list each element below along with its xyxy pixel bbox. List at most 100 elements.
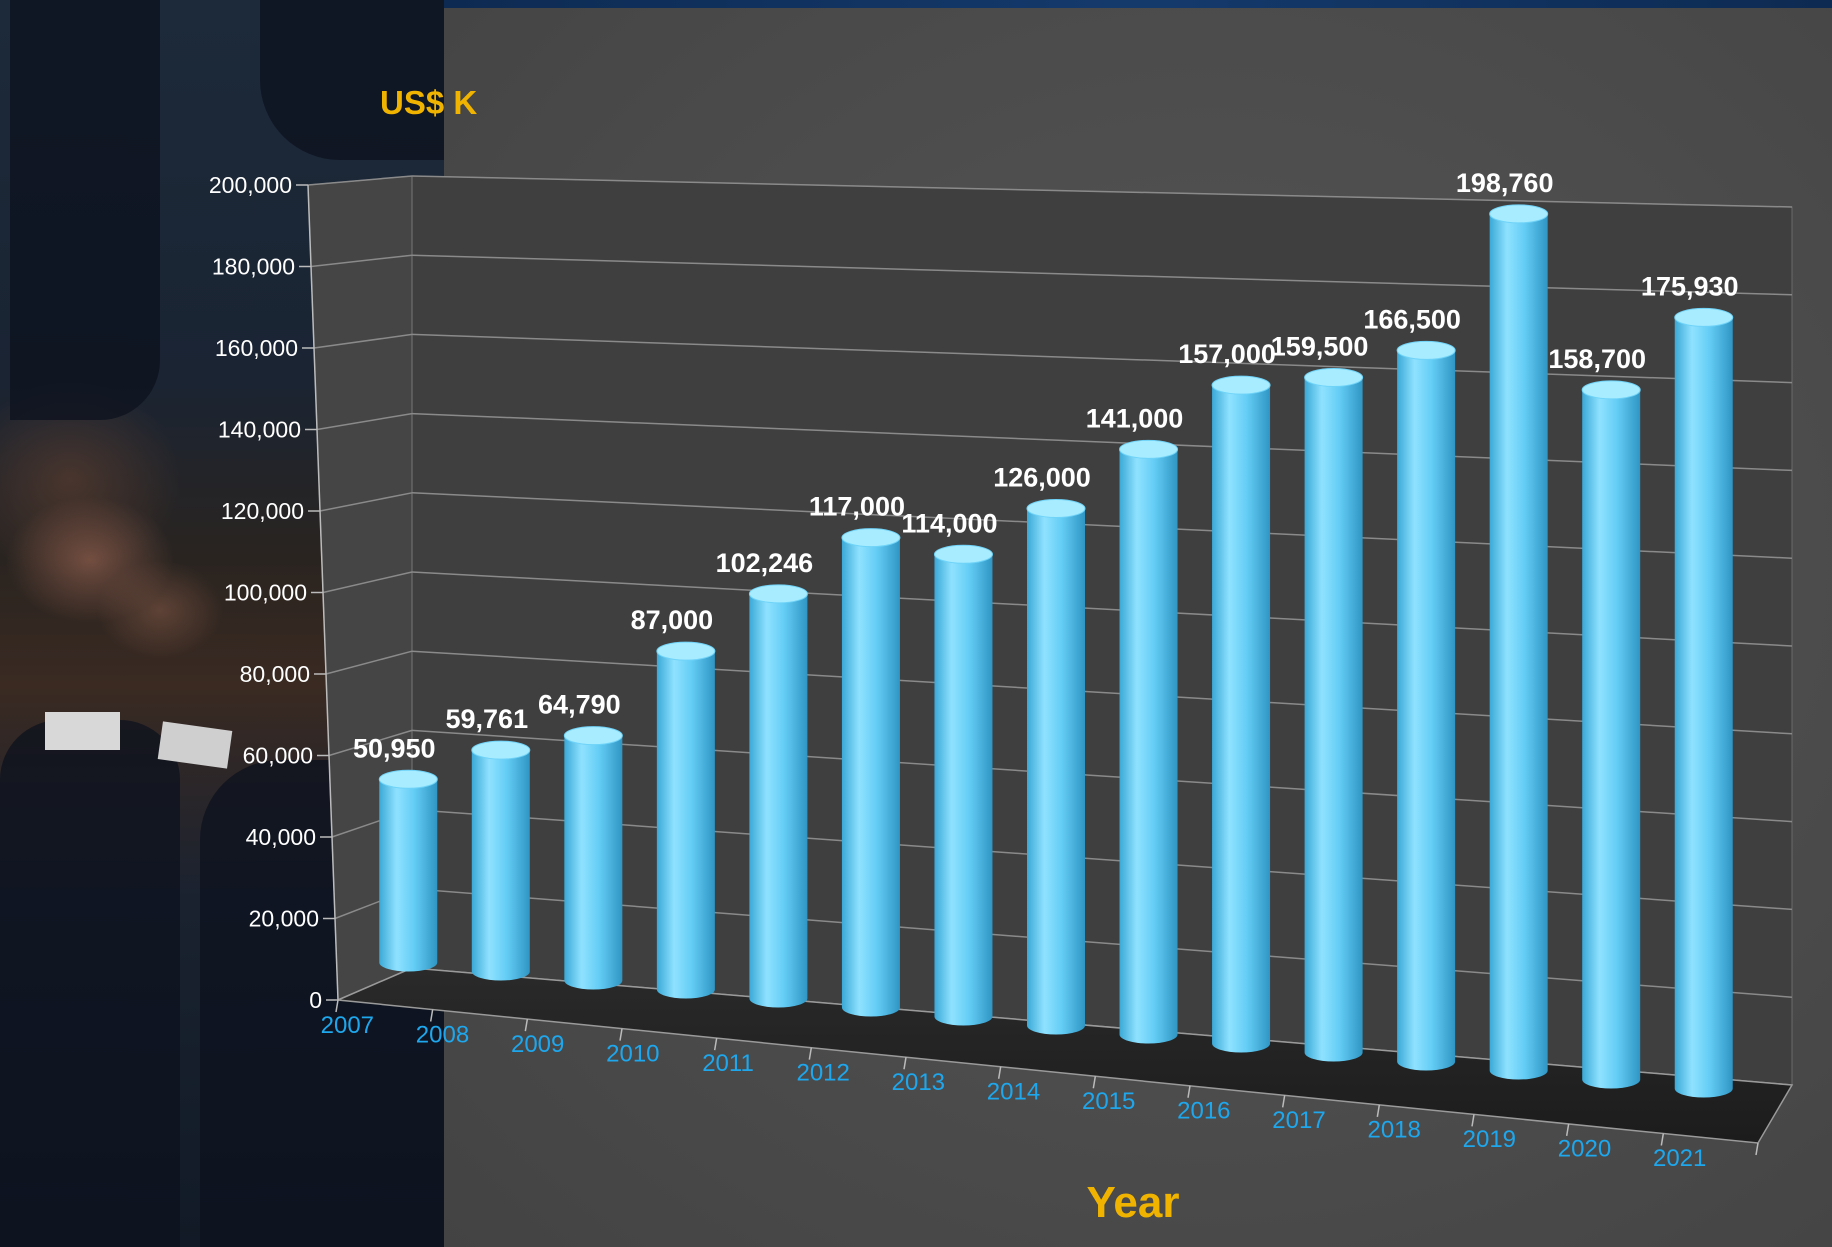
y-tick-label: 140,000 xyxy=(218,417,301,443)
bar-body xyxy=(1119,449,1178,1044)
x-tick-label: 2018 xyxy=(1367,1117,1420,1144)
bar-body xyxy=(841,537,900,1017)
x-tick-mark xyxy=(335,999,339,1013)
bar-top xyxy=(1581,380,1641,400)
gridline xyxy=(411,333,1793,384)
data-label: 159,500 xyxy=(1271,331,1369,361)
gridline xyxy=(316,412,413,431)
bar-body xyxy=(934,554,993,1026)
bar-body xyxy=(471,750,530,981)
gridlines xyxy=(296,175,1793,1086)
y-tick-label: 80,000 xyxy=(240,661,310,687)
y-tick-label: 0 xyxy=(309,987,322,1013)
bar xyxy=(563,726,623,990)
x-tick-label: 2020 xyxy=(1558,1136,1611,1163)
bar-body xyxy=(1582,389,1641,1089)
x-axis-ticks: 2007 2008 2009 2010 2011 2012 2013 2014 2015 2016… xyxy=(321,999,1759,1172)
x-tick-label: 2013 xyxy=(892,1069,945,1096)
x-tick-mark xyxy=(1281,1095,1286,1108)
x-tick-label: 2015 xyxy=(1082,1088,1135,1115)
data-label: 166,500 xyxy=(1363,304,1461,334)
bar-body xyxy=(1397,350,1456,1071)
x-tick-label: 2011 xyxy=(702,1050,754,1077)
gridline xyxy=(313,333,413,349)
gridline xyxy=(411,492,1793,559)
y-tick-label: 60,000 xyxy=(243,743,313,769)
bar-top xyxy=(1304,367,1364,387)
y-tick-label: 120,000 xyxy=(221,498,304,524)
x-tick-label: 2009 xyxy=(511,1031,564,1058)
bar-top xyxy=(563,726,623,746)
gridline xyxy=(307,175,413,186)
x-tick-mark xyxy=(903,1057,907,1070)
data-label: 158,700 xyxy=(1548,344,1646,374)
x-tick-mark xyxy=(619,1028,623,1041)
x-tick-label: 2012 xyxy=(796,1059,849,1086)
x-tick-mark xyxy=(1092,1076,1097,1089)
x-tick-label: 2019 xyxy=(1463,1126,1516,1153)
x-tick-mark xyxy=(713,1038,718,1051)
bar-top xyxy=(471,740,531,760)
y-tick-label: 180,000 xyxy=(212,254,295,280)
bar-body xyxy=(1674,317,1733,1098)
bar xyxy=(841,528,901,1017)
bar-body xyxy=(564,735,623,990)
y-axis-ticks: 0 20,000 40,000 60,000 80,000 100,000 120,000 1… xyxy=(209,172,322,1013)
bar-top xyxy=(656,641,716,661)
gridline xyxy=(411,650,1793,735)
bar-top xyxy=(748,584,808,604)
data-label: 141,000 xyxy=(1086,403,1184,433)
x-tick-mark xyxy=(1187,1085,1191,1098)
bar xyxy=(1674,307,1734,1098)
x-tick-mark xyxy=(997,1066,1002,1079)
x-tick-label: 2016 xyxy=(1177,1098,1230,1125)
bar-body xyxy=(379,779,438,972)
gridline xyxy=(322,571,413,594)
x-tick-mark xyxy=(429,1009,434,1022)
y-tick-label: 160,000 xyxy=(215,335,298,361)
gridline xyxy=(411,254,1793,296)
bar-top xyxy=(1489,204,1549,224)
x-tick-mark xyxy=(1471,1114,1475,1127)
bar-top xyxy=(1026,498,1086,518)
bar xyxy=(1026,498,1086,1035)
y-tick-label: 100,000 xyxy=(224,580,307,606)
bar xyxy=(1489,204,1549,1080)
bar xyxy=(1119,439,1179,1044)
top-banner-strip xyxy=(444,0,1832,8)
data-label: 64,790 xyxy=(538,690,621,720)
bar xyxy=(933,544,993,1026)
gridline xyxy=(328,729,413,757)
gridline xyxy=(411,729,1793,823)
gridline xyxy=(310,254,413,268)
data-label: 157,000 xyxy=(1178,339,1276,369)
data-label: 87,000 xyxy=(631,605,714,635)
data-label: 175,930 xyxy=(1641,271,1739,301)
bar-body xyxy=(1304,377,1363,1062)
x-axis-title: Year xyxy=(1087,1178,1180,1227)
shirt-cuff xyxy=(45,712,120,750)
bar-body xyxy=(749,593,808,1008)
bar-top xyxy=(841,528,901,548)
y-tick-label: 20,000 xyxy=(249,906,319,932)
gridline xyxy=(411,175,1793,208)
data-label: 126,000 xyxy=(993,462,1091,492)
gridline xyxy=(411,571,1793,647)
bar xyxy=(1304,367,1364,1062)
y-tick-label: 200,000 xyxy=(209,172,292,198)
bar-body xyxy=(1212,385,1271,1053)
data-label: 59,761 xyxy=(446,704,529,734)
bar-body xyxy=(656,651,715,999)
x-tick-label: 2021 xyxy=(1653,1145,1706,1172)
x-tick-mark xyxy=(1565,1123,1570,1137)
data-label: 117,000 xyxy=(809,492,905,522)
gridline xyxy=(411,808,1793,911)
x-tick-label: 2007 xyxy=(321,1012,374,1039)
bar-body xyxy=(1489,213,1548,1080)
x-tick-label: 2014 xyxy=(987,1079,1040,1106)
gridline xyxy=(325,650,413,675)
x-tick-mark xyxy=(1660,1133,1665,1146)
x-tick-mark xyxy=(1755,1142,1759,1156)
bar xyxy=(1211,375,1271,1053)
